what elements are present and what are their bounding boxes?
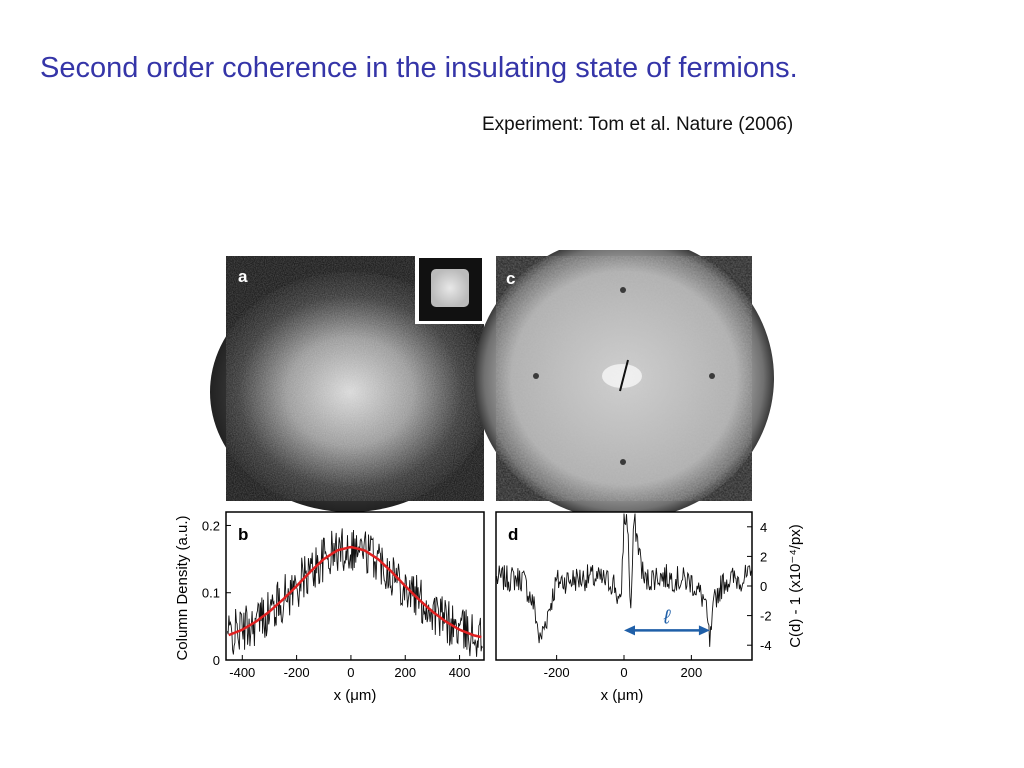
panel-d-arrow-head-left <box>624 625 635 636</box>
panel-d-data <box>496 513 752 647</box>
slide-subtitle: Experiment: Tom et al. Nature (2006) <box>482 114 794 135</box>
panel-c-center-mark <box>619 359 629 392</box>
panel-b: b -400 -200 0 200 400 0 0.1 0.2 x (μm) Column … <box>174 511 485 704</box>
panel-d-ytick-label: -4 <box>760 638 772 653</box>
figure: a c b -400 -200 0 200 400 0 0.1 0.2 x (μm) Col… <box>160 250 820 710</box>
panel-d-xlabel: x (μm) <box>601 687 644 704</box>
panel-b-frame <box>225 511 485 661</box>
panel-d-ytick-label: -2 <box>760 609 772 624</box>
panel-d-ytick-label: 2 <box>760 549 767 564</box>
panel-b-xtick-label: 200 <box>394 665 416 680</box>
panel-d-xtick-label: -200 <box>544 665 570 680</box>
panel-b-xtick-label: -400 <box>229 665 255 680</box>
panel-b-xtick-label: 400 <box>449 665 471 680</box>
panel-b-yticks: 0 0.1 0.2 <box>202 518 231 668</box>
panel-d-yticks: 4 2 0 -2 -4 <box>747 520 772 653</box>
panel-d-xtick-label: 0 <box>620 665 627 680</box>
panel-b-xtick-label: -200 <box>284 665 310 680</box>
panel-d-xticks: -200 0 200 <box>544 655 703 680</box>
panel-d-data-trace <box>496 513 752 647</box>
panel-c-dips <box>533 287 715 465</box>
panel-c: c <box>474 250 774 520</box>
panel-b-ytick-label: 0.1 <box>202 586 220 601</box>
panel-d-arrow <box>624 625 710 636</box>
panel-b-ytick-label: 0 <box>213 653 220 668</box>
panel-d-xtick-label: 200 <box>681 665 703 680</box>
panel-d-arrow-head-right <box>698 625 710 636</box>
panel-d-ytick-label: 0 <box>760 579 767 594</box>
panel-c-label: c <box>506 269 515 288</box>
panel-d: d ℓ -200 0 200 4 2 0 -2 -4 x (μm) C(d) - 1 (x1… <box>495 511 804 704</box>
panel-d-arrow-label: ℓ <box>663 606 672 628</box>
panel-b-ytick-label: 0.2 <box>202 518 220 533</box>
panel-d-ytick-label: 4 <box>760 520 767 535</box>
panel-b-fit-curve <box>228 545 482 639</box>
panel-d-ylabel: C(d) - 1 (x10⁻⁴/px) <box>787 524 804 648</box>
panel-b-label: b <box>238 525 248 544</box>
panel-b-ylabel: Column Density (a.u.) <box>174 515 191 660</box>
slide-title: Second order coherence in the insulating… <box>40 52 798 84</box>
panel-a: a <box>210 256 490 512</box>
panel-c-center-peak <box>602 364 642 388</box>
panel-d-label: d <box>508 525 518 544</box>
panel-b-xlabel: x (μm) <box>334 687 377 704</box>
panel-b-xticks: -400 -200 0 200 400 <box>229 655 470 680</box>
panel-a-label: a <box>238 267 248 286</box>
figure-svg: a c b -400 -200 0 200 400 00.10.2 x (μm) Col… <box>174 250 804 704</box>
panel-b-fit <box>228 545 482 639</box>
panel-b-xtick-label: 0 <box>347 665 354 680</box>
panel-a-inset-square <box>431 269 469 307</box>
